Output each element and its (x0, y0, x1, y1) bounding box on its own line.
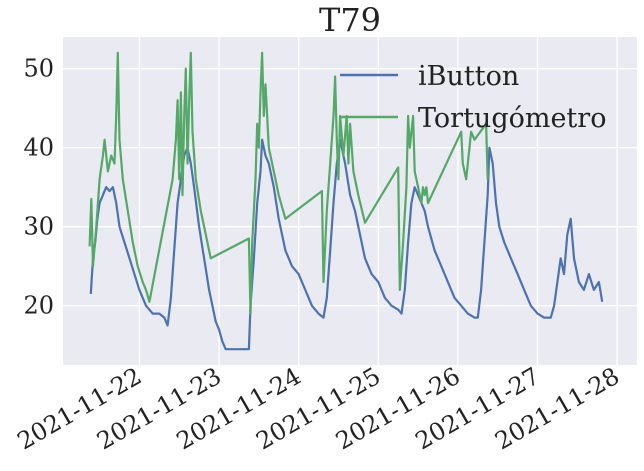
series-line-tortugometro (88, 51, 489, 315)
legend-label-ibutton: iButton (418, 61, 519, 92)
chart-title: T79 (319, 1, 381, 39)
series-layer (88, 51, 604, 351)
y-tick-label: 30 (23, 213, 54, 241)
legend-label-tortugometro: Tortugómetro (418, 103, 606, 134)
y-tick-label: 40 (23, 134, 54, 162)
y-tick-label: 50 (23, 55, 54, 83)
legend: iButton Tortugómetro (340, 61, 606, 134)
plot-area (63, 37, 637, 365)
y-tick-label: 20 (23, 292, 54, 320)
y-axis-ticks: 20 30 40 50 (23, 55, 54, 320)
series-line-ibutton (89, 138, 604, 351)
x-axis-ticks: 2021-11-222021-11-232021-11-242021-11-25… (13, 362, 625, 455)
